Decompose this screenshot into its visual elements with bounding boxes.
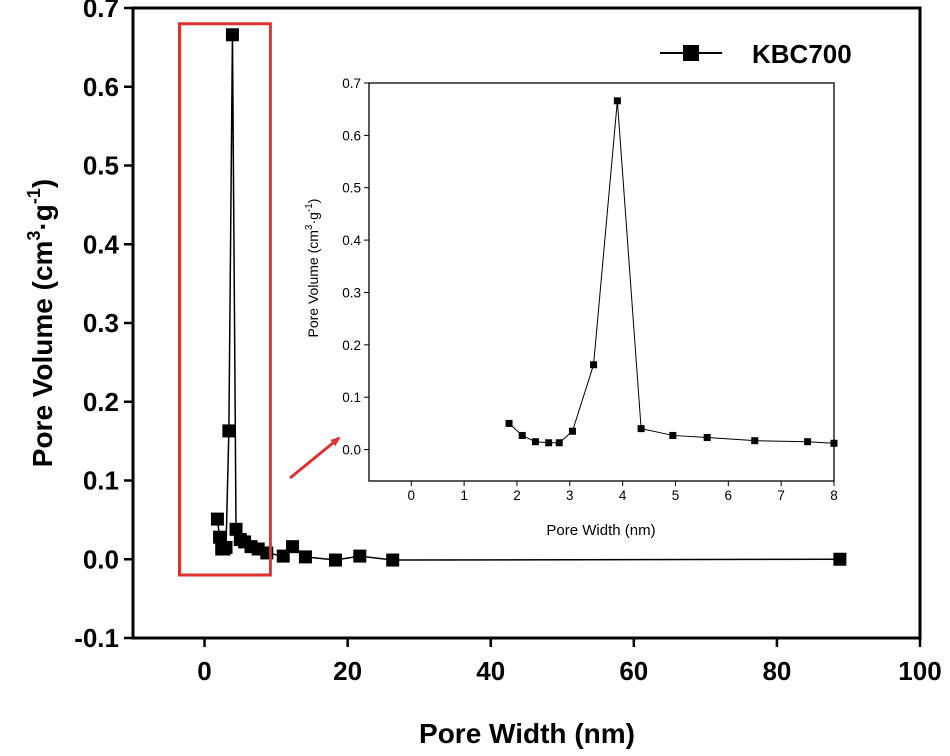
inset-x-tick-label: 8 [830,488,838,503]
main-data-point [353,549,367,563]
inset-y-tick-label: 0.6 [342,128,361,143]
inset-y-tick-label: 0.7 [342,76,361,91]
main-y-label-part2: ·g [27,204,58,230]
main-y-label-part1: Pore Volume (cm [27,241,58,468]
inset-data-point [531,438,539,446]
inset-x-tick-label: 5 [672,488,680,503]
main-y-tick-label: 0.1 [83,466,119,496]
inset-chart: 0 1 2 3 4 5 6 7 8 0.0 0.1 0.2 0.3 0.4 0.5 0.6 0.7 Pore W… [304,76,838,539]
inset-y-tick-label: 0.4 [342,233,361,248]
main-y-label-sup2: -1 [24,188,44,204]
inset-data-point [613,97,621,105]
main-y-tick-label: 0.4 [83,229,120,259]
main-data-point [210,512,224,526]
main-y-tick-label: 0.5 [83,151,119,181]
main-x-tick-label: 100 [898,656,941,686]
main-x-tick-label: 60 [619,656,648,686]
inset-y-label-part2: ·g [305,212,321,224]
main-x-tick-label: 20 [333,656,362,686]
inset-y-tick-label: 0.1 [342,390,361,405]
inset-x-tick-label: 0 [408,488,416,503]
inset-y-tick-label: 0.2 [342,338,361,353]
main-x-tick-label: 0 [197,656,211,686]
inset-x-tick-label: 3 [566,488,574,503]
main-y-tick-label: 0.2 [83,387,119,417]
main-y-axis-label: Pore Volume (cm3·g-1) [24,179,58,467]
inset-y-tick-label: 0.0 [342,443,361,458]
inset-data-point [545,439,553,447]
main-data-point [229,522,243,536]
inset-y-tick-label: 0.5 [342,181,361,196]
inset-data-point [555,439,563,447]
main-data-point [298,550,312,564]
main-y-tick-label: 0.0 [83,544,119,574]
main-x-tick-label: 40 [476,656,505,686]
inset-data-point [830,439,838,447]
inset-y-tick-label: 0.3 [342,285,361,300]
main-data-point [222,424,236,438]
legend-marker [683,45,699,61]
main-data-point [286,540,300,554]
main-y-label-sup1: 3 [24,231,44,241]
main-data-point [328,553,342,567]
inset-data-point [703,434,711,442]
main-chart: 0 20 40 60 80 100-0.10.00.10.20.30.40.50.60.7… [24,0,942,749]
inset-y-label-part3: ) [305,199,321,204]
main-x-tick-label: 80 [762,656,791,686]
inset-data-point [669,431,677,439]
inset-y-label-part1: Pore Volume (cm [305,230,321,337]
main-data-point [833,552,847,566]
main-ticks: 0 20 40 60 80 100-0.10.00.10.20.30.40.50.60.7 [74,0,942,686]
highlight-box [178,22,272,577]
main-data-point [386,553,400,567]
inset-x-tick-label: 1 [460,488,468,503]
main-y-tick-label: 0.7 [83,0,119,23]
legend-label: KBC700 [752,39,852,69]
inset-data-point [568,427,576,435]
inset-series-line [508,100,835,444]
inset-x-tick-label: 6 [725,488,733,503]
inset-plot-frame [368,82,835,482]
legend: KBC700 [660,39,852,69]
main-y-tick-label: 0.3 [83,308,119,338]
inset-y-label-sup2: -1 [304,203,315,212]
inset-data-point [518,431,526,439]
main-y-label-part3: ) [27,179,58,188]
inset-x-tick-label: 2 [513,488,521,503]
main-data-point [213,530,227,544]
inset-x-tick-label: 7 [777,488,785,503]
inset-data-point [637,425,645,433]
main-y-tick-label: 0.6 [83,72,119,102]
main-data-point [219,540,233,554]
main-y-tick-label: -0.1 [74,623,119,653]
inset-data-point [804,438,812,446]
inset-x-axis-label: Pore Width (nm) [546,522,655,539]
inset-series [505,97,838,447]
inset-data-point [590,361,598,369]
inset-ticks: 0 1 2 3 4 5 6 7 8 0.0 0.1 0.2 0.3 0.4 0.5 0.6 0.7 [342,76,838,503]
main-x-axis-label: Pore Width (nm) [419,718,635,749]
inset-data-point [505,419,513,427]
zoom-arrow [289,436,341,480]
inset-data-point [751,437,759,445]
inset-y-axis-label: Pore Volume (cm3·g-1) [304,199,321,338]
main-data-point [225,28,239,42]
inset-x-tick-label: 4 [619,488,627,503]
inset-y-label-sup1: 3 [304,224,315,230]
